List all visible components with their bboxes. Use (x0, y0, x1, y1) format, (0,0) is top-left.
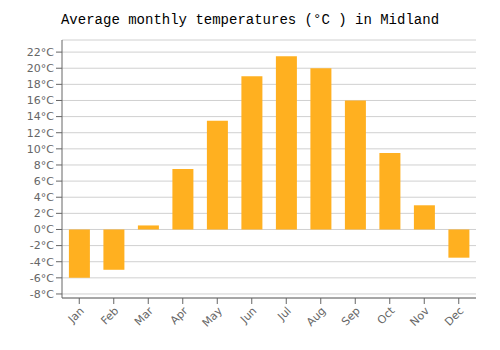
svg-text:12°C: 12°C (27, 127, 54, 140)
svg-text:20°C: 20°C (27, 62, 54, 75)
svg-text:10°C: 10°C (27, 143, 54, 156)
svg-text:-4°C: -4°C (30, 256, 54, 269)
svg-text:Feb: Feb (98, 304, 121, 327)
svg-text:8°C: 8°C (34, 159, 54, 172)
svg-text:16°C: 16°C (27, 94, 54, 107)
svg-text:Jan: Jan (65, 304, 87, 326)
svg-text:18°C: 18°C (27, 78, 54, 91)
svg-text:14°C: 14°C (27, 110, 54, 123)
svg-text:Nov: Nov (408, 304, 433, 329)
svg-text:0°C: 0°C (34, 223, 54, 236)
svg-text:Dec: Dec (442, 304, 466, 328)
svg-text:Jun: Jun (237, 304, 259, 326)
svg-text:May: May (200, 304, 226, 330)
svg-text:-8°C: -8°C (30, 288, 54, 301)
svg-text:2°C: 2°C (34, 207, 54, 220)
svg-text:Jul: Jul (275, 304, 294, 323)
svg-text:22°C: 22°C (27, 46, 54, 59)
svg-text:-2°C: -2°C (30, 239, 54, 252)
svg-text:Apr: Apr (168, 304, 191, 327)
svg-text:Sep: Sep (339, 304, 363, 328)
svg-text:Aug: Aug (304, 304, 328, 328)
svg-text:Mar: Mar (132, 304, 156, 328)
svg-text:4°C: 4°C (34, 191, 54, 204)
svg-text:6°C: 6°C (34, 175, 54, 188)
svg-text:Oct: Oct (375, 304, 398, 327)
html-text:Average monthly temperatures (: Average monthly temperatures (°C ) in Mi… (61, 12, 439, 28)
svg-text:-6°C: -6°C (30, 272, 54, 285)
